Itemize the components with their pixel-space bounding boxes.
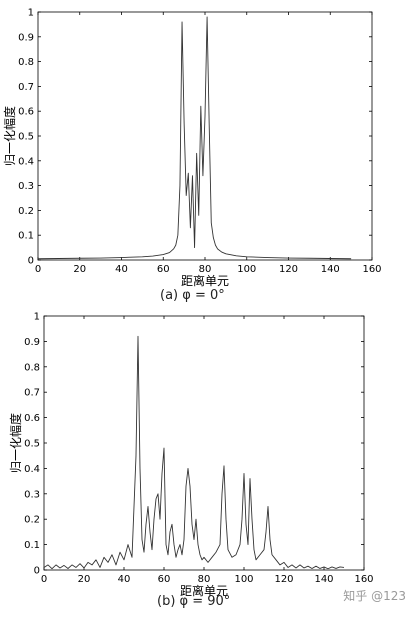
chart-b-ytick-label: 0.5	[24, 439, 40, 450]
chart-a-ytick-label: 0.6	[18, 107, 34, 118]
chart-b-ytick-label: 0.3	[24, 489, 40, 500]
chart-a-xtick-label: 140	[321, 264, 340, 275]
chart-b-ylabel: 归一化幅度	[8, 413, 23, 473]
chart-a-ytick-label: 0	[28, 256, 34, 267]
chart-b-ytick-label: 0.2	[24, 515, 40, 526]
chart-b-axes-frame	[43, 315, 365, 571]
chart-b-plot: 0 20 40 60 80 100 120 140 160 0 0.1 0.2 0.3 0.4 0.5 0.6…	[8, 312, 374, 599]
chart-a-plot: 0 20 40 60 80 100 120 140 160 0 0.1 0.2 0.3 0.4 0.5 0.6…	[2, 8, 382, 289]
chart-a-xtick-label: 20	[73, 264, 86, 275]
chart-b-xtick-label: 140	[314, 574, 333, 585]
chart-b-xtick-label: 160	[354, 574, 373, 585]
chart-b: 0 20 40 60 80 100 120 140 160 0 0.1 0.2 0.3 0.4 0.5 0.6…	[0, 310, 416, 618]
chart-b-ytick-label: 0.4	[24, 464, 40, 475]
chart-b-caption: (b) φ = 90°	[157, 594, 231, 609]
chart-a-ylabel: 归一化幅度	[2, 106, 17, 166]
chart-b-xtick-label: 40	[118, 574, 131, 585]
chart-a-series-line-0	[37, 16, 352, 260]
chart-a-xtick-label: 80	[199, 264, 212, 275]
chart-b-xtick-label: 20	[78, 574, 91, 585]
chart-b-xtick-label: 0	[41, 574, 47, 585]
chart-a-xtick-label: 60	[157, 264, 170, 275]
chart-a-ytick-label: 0.5	[18, 132, 34, 143]
chart-a-xtick-label: 160	[362, 264, 381, 275]
chart-a-ytick-label: 0.9	[18, 32, 34, 43]
chart-b-ytick-label: 0.9	[24, 337, 40, 348]
chart-a-ytick-label: 0.7	[18, 82, 34, 93]
chart-b-ytick-label: 0.8	[24, 362, 40, 373]
chart-a-axes-frame	[37, 11, 373, 261]
chart-b-xtick-label: 100	[234, 574, 253, 585]
chart-b-series-line-0	[43, 335, 345, 570]
chart-b-ytick-label: 0.6	[24, 413, 40, 424]
chart-a-xtick-label: 0	[35, 264, 41, 275]
chart-a-ytick-label: 0.3	[18, 181, 34, 192]
chart-b-ytick-label: 0.7	[24, 388, 40, 399]
chart-a: 0 20 40 60 80 100 120 140 160 0 0.1 0.2 0.3 0.4 0.5 0.6…	[2, 8, 382, 304]
chart-b-ytick-label: 0.1	[24, 540, 40, 551]
chart-a-xtick-label: 120	[279, 264, 298, 275]
chart-a-ytick-label: 1	[28, 8, 34, 19]
chart-b-ytick-label: 0	[34, 566, 40, 577]
chart-a-ytick-label: 0.2	[18, 206, 34, 217]
chart-a-xtick-label: 100	[237, 264, 256, 275]
chart-b-xtick-label: 120	[274, 574, 293, 585]
chart-a-xtick-label: 40	[115, 264, 128, 275]
chart-a-caption: (a) φ = 0°	[160, 288, 225, 303]
chart-a-xlabel: 距离单元	[181, 273, 229, 288]
chart-b-xlabel: 距离单元	[180, 583, 228, 598]
chart-b-xtick-label: 60	[158, 574, 171, 585]
chart-b-xtick-label: 80	[198, 574, 211, 585]
chart-b-ytick-label: 1	[34, 312, 40, 323]
chart-a-ytick-label: 0.4	[18, 156, 34, 167]
chart-a-ytick-label: 0.8	[18, 57, 34, 68]
chart-a-ytick-label: 0.1	[18, 231, 34, 242]
watermark: 知乎 @123	[343, 589, 406, 603]
